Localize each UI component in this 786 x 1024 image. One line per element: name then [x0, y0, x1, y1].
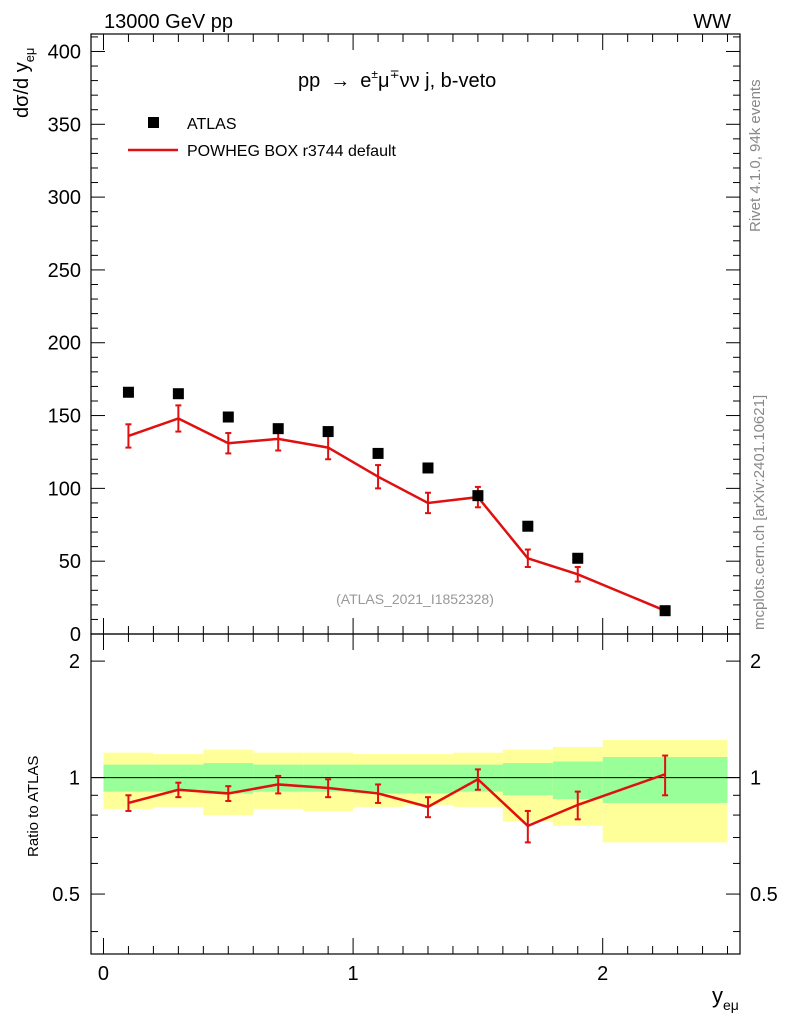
atlas-data-point [322, 426, 334, 438]
x-label-sub: eμ [723, 997, 739, 1013]
atlas-data-point [122, 386, 134, 398]
top-y-label-sub: eμ [22, 48, 37, 63]
legend-mc-label: POWHEG BOX r3744 default [187, 143, 397, 160]
atlas-data-point [172, 388, 184, 400]
legend-atlas-label: ATLAS [187, 116, 237, 133]
top-y-tick-label: 400 [48, 41, 81, 63]
ratio-band-inner-bin [103, 764, 154, 792]
top-y-tick-label: 0 [70, 624, 81, 646]
top-y-tick-label: 250 [48, 260, 81, 282]
atlas-data-point [572, 552, 584, 564]
x-tick-label: 0 [98, 963, 109, 985]
mcplots-info: mcplots.cern.ch [arXiv:2401.10621] [751, 395, 768, 630]
energy-label: 13000 GeV pp [104, 11, 233, 33]
top-y-tick-label: 350 [48, 114, 81, 136]
svg-text:dσ/d yeμ: dσ/d yeμ [11, 48, 37, 118]
top-axis-ticks [91, 34, 740, 635]
process-title-rest: νν j, b-veto [400, 70, 497, 92]
mc-error-bars [125, 404, 669, 615]
x-label-main: y [712, 983, 723, 1008]
top-y-tick-label: 150 [48, 406, 81, 428]
ratio-plot-panel: 0.5 0.5 1 1 2 2 0 1 2 [52, 633, 778, 985]
atlas-data-point [522, 520, 534, 532]
mc-line [128, 417, 666, 612]
bottom-y-tick-label-right: 0.5 [750, 884, 778, 906]
process-title-pp: pp [298, 70, 320, 92]
process-title-e: e [360, 70, 371, 92]
bottom-axis-ticks [91, 634, 740, 954]
bottom-y-tick-label: 1 [69, 768, 80, 790]
top-y-tick-label: 200 [48, 333, 81, 355]
process-title-pm: ± [371, 67, 378, 81]
top-y-label-main: dσ/d y [11, 62, 33, 118]
process-title-mu: μ [378, 70, 390, 92]
top-y-axis-label: dσ/d yeμ [11, 48, 37, 118]
x-tick-labels: 0 1 2 [98, 963, 608, 985]
ratio-line [128, 773, 666, 828]
main-plot-panel: 0 50 100 150 200 250 300 350 400 [48, 33, 741, 646]
atlas-data-point [659, 605, 671, 617]
process-title-arrow: → [330, 70, 350, 92]
top-y-tick-label: 50 [59, 551, 81, 573]
x-tick-label: 1 [348, 963, 359, 985]
atlas-data-point [272, 423, 284, 435]
bottom-y-tick-labels: 0.5 0.5 1 1 2 2 [52, 651, 778, 906]
rivet-info: Rivet 4.1.0, 94k events [747, 79, 764, 232]
ratio-band-inner-bin [403, 764, 453, 794]
atlas-data-markers [122, 386, 671, 617]
process-title-mp: ∓ [390, 67, 400, 81]
process-tag: WW [693, 11, 731, 33]
analysis-id: (ATLAS_2021_I1852328) [336, 591, 494, 607]
process-title: pp → e±μ∓νν j, b-veto [298, 67, 496, 92]
bottom-frame [90, 633, 741, 955]
atlas-data-point [472, 490, 484, 502]
x-tick-label: 2 [597, 963, 608, 985]
bottom-y-tick-label-right: 2 [750, 651, 761, 673]
ratio-band-inner-bin [502, 763, 553, 796]
bottom-y-tick-label: 0.5 [52, 884, 80, 906]
x-axis-label: yeμ [712, 983, 739, 1013]
bottom-y-tick-label: 2 [69, 651, 80, 673]
top-y-tick-label: 100 [48, 478, 81, 500]
atlas-data-point [222, 411, 234, 423]
bottom-y-tick-label-right: 1 [750, 768, 761, 790]
atlas-data-point [422, 462, 434, 474]
top-y-tick-labels: 0 50 100 150 200 250 300 350 400 [48, 41, 81, 646]
atlas-data-point [372, 447, 384, 459]
bottom-y-axis-label: Ratio to ATLAS [25, 756, 42, 857]
legend-atlas-marker [148, 117, 159, 128]
top-y-tick-label: 300 [48, 187, 81, 209]
